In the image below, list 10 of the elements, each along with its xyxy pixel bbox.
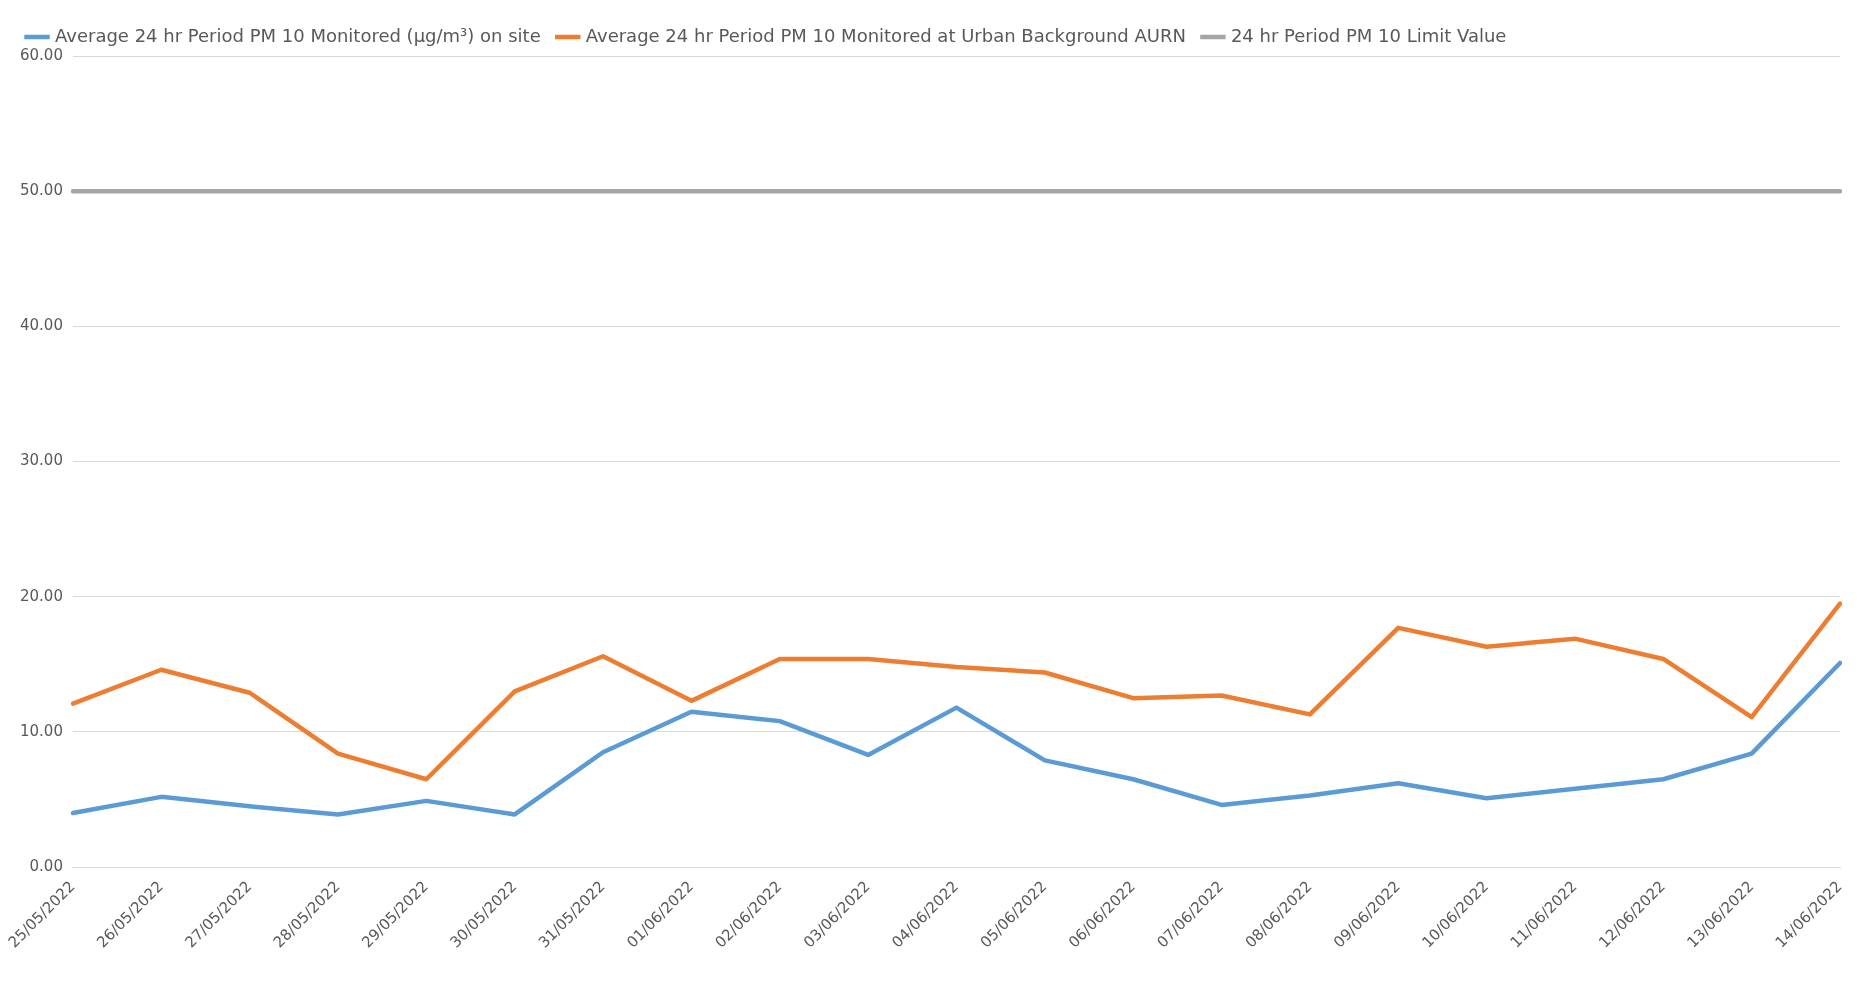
legend-label: 24 hr Period PM 10 Limit Value xyxy=(1230,24,1507,46)
y-tick-label: 10.00 xyxy=(19,721,63,740)
y-tick-label: 30.00 xyxy=(19,451,63,470)
y-tick-label: 40.00 xyxy=(19,316,63,335)
legend-label: Average 24 hr Period PM 10 Monitored at Urban Background AURN xyxy=(585,24,1186,46)
legend-label: Average 24 hr Period PM 10 Monitored (µg/m³) on site xyxy=(55,24,541,46)
y-tick-label: 60.00 xyxy=(19,45,63,64)
y-tick-label: 50.00 xyxy=(19,181,63,200)
y-tick-label: 0.00 xyxy=(29,857,63,876)
y-tick-label: 20.00 xyxy=(19,586,63,605)
